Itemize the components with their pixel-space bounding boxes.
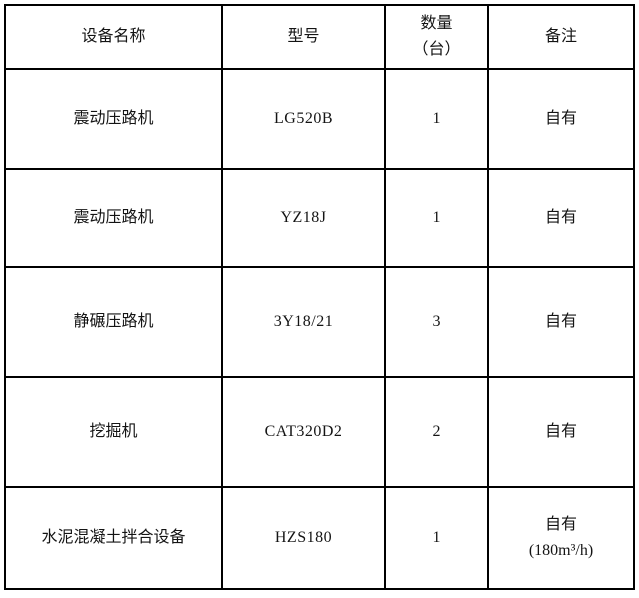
- cell-equipment-name: 挖掘机: [4, 376, 223, 488]
- header-quantity: 数量 （台）: [384, 4, 489, 70]
- table-row: 挖掘机 CAT320D2 2 自有: [4, 376, 635, 488]
- cell-equipment-name: 水泥混凝土拌合设备: [4, 486, 223, 590]
- cell-remark-line1: 自有: [544, 516, 577, 533]
- cell-remark-line2: (180m³/h): [528, 542, 594, 559]
- header-model: 型号: [221, 4, 386, 70]
- cell-quantity: 1: [384, 168, 489, 268]
- cell-equipment-name: 静碾压路机: [4, 266, 223, 378]
- table-row: 静碾压路机 3Y18/21 3 自有: [4, 266, 635, 378]
- equipment-table-header: 设备名称 型号 数量 （台） 备注: [4, 4, 635, 70]
- cell-model: HZS180: [221, 486, 386, 590]
- header-quantity-line2: （台）: [412, 41, 461, 58]
- cell-remark: 自有 (180m³/h): [487, 486, 635, 590]
- table-row: 震动压路机 LG520B 1 自有: [4, 68, 635, 170]
- cell-quantity: 3: [384, 266, 489, 378]
- table-row: 水泥混凝土拌合设备 HZS180 1 自有 (180m³/h): [4, 486, 635, 590]
- cell-remark: 自有: [487, 168, 635, 268]
- header-row: 设备名称 型号 数量 （台） 备注: [4, 4, 635, 70]
- header-quantity-line1: 数量: [420, 15, 453, 32]
- cell-model: CAT320D2: [221, 376, 386, 488]
- table-row: 震动压路机 YZ18J 1 自有: [4, 168, 635, 268]
- cell-remark: 自有: [487, 68, 635, 170]
- cell-equipment-name: 震动压路机: [4, 68, 223, 170]
- header-equipment-name: 设备名称: [4, 4, 223, 70]
- cell-quantity: 2: [384, 376, 489, 488]
- cell-model: YZ18J: [221, 168, 386, 268]
- cell-equipment-name: 震动压路机: [4, 168, 223, 268]
- cell-remark: 自有: [487, 266, 635, 378]
- cell-quantity: 1: [384, 486, 489, 590]
- header-remarks: 备注: [487, 4, 635, 70]
- equipment-table-body: 震动压路机 LG520B 1 自有 震动压路机 YZ18J 1 自有 静碾压路机…: [4, 68, 635, 590]
- cell-model: 3Y18/21: [221, 266, 386, 378]
- cell-model: LG520B: [221, 68, 386, 170]
- cell-remark: 自有: [487, 376, 635, 488]
- equipment-table: 设备名称 型号 数量 （台） 备注 震动压路机 LG520B 1 自有 震动压路…: [4, 4, 635, 590]
- cell-quantity: 1: [384, 68, 489, 170]
